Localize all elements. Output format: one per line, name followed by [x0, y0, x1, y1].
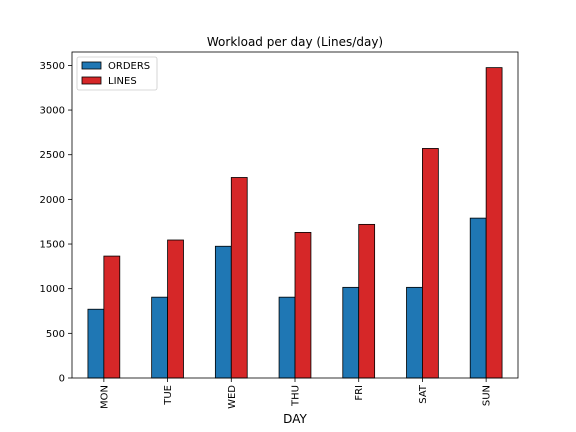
x-tick-label-sun: SUN: [482, 385, 493, 406]
legend: ORDERS LINES: [76, 56, 158, 91]
bar-lines-fri: [358, 223, 376, 379]
x-tick-label-tue: TUE: [163, 385, 174, 406]
legend-swatch-lines: [81, 76, 102, 85]
bar-orders-sat: [406, 286, 423, 379]
x-tick-label-fri: FRI: [354, 385, 365, 401]
legend-swatch-orders: [81, 61, 102, 70]
bar-orders-fri: [342, 286, 360, 379]
x-axis-label: DAY: [283, 412, 307, 426]
legend-label-lines: LINES: [108, 76, 137, 87]
y-tick-label: 500: [46, 329, 65, 340]
bar-orders-wed: [214, 245, 232, 379]
y-axis: 0 500 1000 1500 2000 2500 3000 3500: [40, 61, 72, 385]
bar-lines-sat: [422, 148, 439, 379]
bars-group: [87, 67, 503, 379]
plot-frame: [71, 51, 519, 379]
bar-orders-thu: [278, 296, 296, 379]
y-tick-label: 1500: [40, 240, 65, 251]
chart-title: Workload per day (Lines/day): [207, 35, 383, 49]
y-tick-label: 2000: [40, 195, 65, 206]
x-tick-label-thu: THU: [291, 385, 302, 407]
bar-orders-mon: [87, 308, 105, 379]
bar-lines-thu: [294, 232, 312, 379]
bar-lines-tue: [167, 239, 184, 379]
bar-lines-mon: [103, 255, 121, 379]
y-tick-label: 1000: [40, 284, 65, 295]
legend-label-orders: ORDERS: [108, 61, 150, 72]
y-tick-label: 2500: [40, 150, 65, 161]
y-tick-label: 3500: [40, 61, 65, 72]
bar-lines-wed: [230, 177, 248, 379]
x-axis: MON TUE WED THU FRI SAT SUN: [99, 378, 493, 409]
x-tick-label-sat: SAT: [418, 384, 429, 404]
x-tick-label-mon: MON: [99, 385, 110, 409]
x-tick-label-wed: WED: [227, 385, 238, 409]
y-tick-label: 3000: [40, 106, 65, 117]
bar-orders-sun: [469, 217, 487, 379]
y-tick-label: 0: [59, 374, 65, 385]
bar-orders-tue: [151, 296, 168, 379]
bar-lines-sun: [485, 67, 503, 379]
